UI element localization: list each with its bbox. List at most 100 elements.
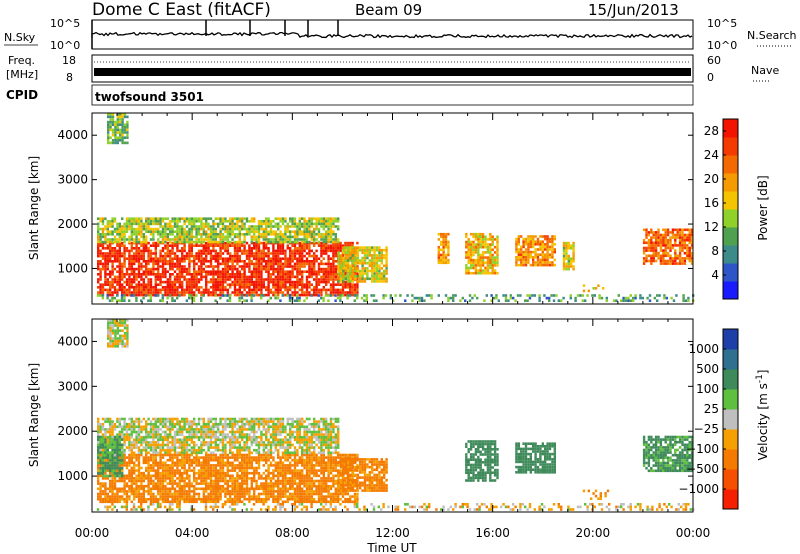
data-cell — [272, 230, 275, 233]
data-cell — [128, 220, 131, 223]
data-cell — [224, 267, 227, 271]
data-cell — [173, 244, 177, 247]
data-cell — [171, 247, 174, 250]
data-cell — [267, 273, 270, 276]
data-cell — [363, 248, 367, 252]
data-cell — [221, 244, 225, 247]
data-cell — [173, 464, 177, 467]
data-cell — [166, 291, 169, 294]
data-cell — [354, 267, 357, 270]
data-cell — [173, 291, 177, 294]
data-cell — [654, 236, 658, 239]
data-cell — [496, 256, 499, 259]
data-cell — [217, 479, 220, 483]
data-cell — [219, 283, 222, 286]
data-cell — [272, 260, 275, 263]
data-cell — [188, 233, 191, 236]
data-cell — [226, 466, 229, 470]
data-cell — [686, 238, 689, 242]
data-cell — [147, 241, 150, 245]
data-cell — [317, 273, 321, 276]
data-cell — [260, 262, 263, 266]
data-cell — [341, 294, 344, 297]
data-cell — [489, 258, 492, 262]
data-cell — [224, 490, 227, 493]
data-cell — [104, 270, 107, 273]
data-cell — [491, 269, 494, 272]
data-cell — [298, 296, 301, 300]
data-cell — [674, 238, 677, 242]
data-cell — [238, 217, 241, 220]
data-cell — [496, 253, 499, 257]
data-cell — [430, 296, 433, 300]
data-cell — [351, 244, 354, 247]
data-cell — [238, 227, 241, 231]
data-cell — [305, 278, 309, 281]
data-cell — [140, 244, 143, 247]
data-cell — [113, 296, 116, 300]
data-cell — [181, 474, 184, 478]
data-cell — [536, 253, 540, 256]
data-cell — [183, 244, 186, 247]
data-cell — [183, 278, 186, 281]
data-cell — [250, 252, 253, 255]
data-cell — [106, 492, 109, 496]
data-cell — [176, 267, 179, 271]
data-cell — [281, 286, 285, 289]
data-cell — [228, 299, 232, 302]
data-cell — [229, 461, 232, 465]
data-cell — [250, 227, 253, 231]
data-cell — [101, 283, 105, 286]
data-cell — [135, 458, 138, 462]
data-cell — [477, 261, 480, 265]
data-cell — [212, 500, 215, 504]
data-cell — [171, 456, 174, 459]
data-cell — [272, 244, 275, 247]
data-cell — [149, 227, 153, 231]
data-cell — [664, 228, 667, 232]
data-cell — [209, 458, 213, 462]
data-cell — [514, 299, 517, 302]
data-cell — [489, 261, 492, 265]
data-cell — [106, 291, 109, 294]
data-cell — [329, 291, 333, 294]
data-cell — [442, 251, 445, 254]
data-cell — [147, 230, 150, 233]
data-cell — [181, 288, 184, 292]
data-cell — [224, 275, 227, 279]
data-cell — [123, 265, 126, 268]
data-cell — [97, 238, 100, 241]
data-cell — [341, 254, 345, 258]
data-cell — [339, 247, 342, 250]
data-cell — [205, 238, 208, 241]
data-cell — [546, 256, 549, 259]
data-cell — [145, 283, 148, 286]
data-cell — [128, 273, 131, 276]
data-cell — [289, 286, 292, 289]
data-cell — [281, 247, 285, 250]
data-cell — [202, 456, 205, 459]
data-cell — [147, 262, 150, 266]
data-cell — [359, 280, 362, 283]
data-cell — [472, 251, 475, 254]
data-cell — [164, 270, 167, 273]
data-cell — [553, 235, 556, 238]
data-cell — [313, 293, 316, 297]
data-cell — [133, 220, 136, 223]
data-cell — [207, 225, 210, 228]
data-cell — [169, 265, 172, 268]
data-cell — [200, 244, 203, 247]
data-cell — [161, 464, 165, 467]
data-cell — [236, 257, 239, 260]
data-cell — [527, 256, 530, 259]
data-cell — [320, 233, 323, 236]
data-cell — [126, 141, 129, 145]
data-cell — [197, 497, 201, 501]
data-cell — [477, 269, 480, 272]
data-cell — [135, 474, 138, 478]
data-cell — [298, 288, 301, 292]
data-cell — [267, 225, 270, 228]
data-cell — [207, 273, 210, 276]
y-tick-label: 3000 — [57, 173, 88, 187]
data-cell — [296, 235, 299, 239]
